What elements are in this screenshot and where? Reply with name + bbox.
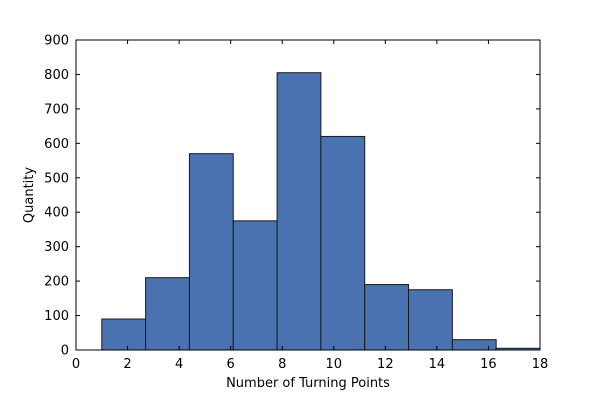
histogram-bar <box>451 339 497 351</box>
y-tick-label: 300 <box>44 240 69 255</box>
x-tick-label: 6 <box>227 357 235 372</box>
histogram-bar <box>320 135 366 351</box>
histogram-bar <box>101 318 147 351</box>
x-tick-label: 18 <box>532 357 549 372</box>
x-tick-label: 0 <box>72 357 80 372</box>
y-tick-label: 500 <box>44 171 69 186</box>
x-axis-label: Number of Turning Points <box>226 376 390 391</box>
histogram-bar <box>232 220 278 351</box>
y-tick-label: 800 <box>44 68 69 83</box>
y-tick-label: 700 <box>44 102 69 117</box>
bars-layer <box>101 72 541 351</box>
y-tick-label: 0 <box>61 344 69 359</box>
histogram-bar <box>145 277 190 351</box>
x-tick-label: 4 <box>175 357 183 372</box>
tick-labels-layer: 0 2 4 6 8 10 12 14 16 18 0 100 200 300 400 500 600 700 800… <box>44 34 548 373</box>
x-tick-label: 10 <box>326 357 343 372</box>
y-axis-label: Quantity <box>22 167 37 223</box>
x-tick-label: 2 <box>123 357 131 372</box>
histogram-bar <box>188 153 234 351</box>
x-tick-label: 12 <box>377 357 394 372</box>
histogram-bar <box>276 72 322 351</box>
y-tick-label: 400 <box>44 206 69 221</box>
y-tick-label: 900 <box>44 34 69 49</box>
y-tick-label: 100 <box>44 309 69 324</box>
x-tick-label: 14 <box>429 357 446 372</box>
x-tick-label: 8 <box>278 357 286 372</box>
y-tick-label: 200 <box>44 275 69 290</box>
histogram-bar <box>364 284 410 351</box>
x-tick-label: 16 <box>480 357 497 372</box>
y-tick-label: 600 <box>44 137 69 152</box>
plot-frame <box>75 39 541 351</box>
histogram-bar <box>408 289 453 351</box>
